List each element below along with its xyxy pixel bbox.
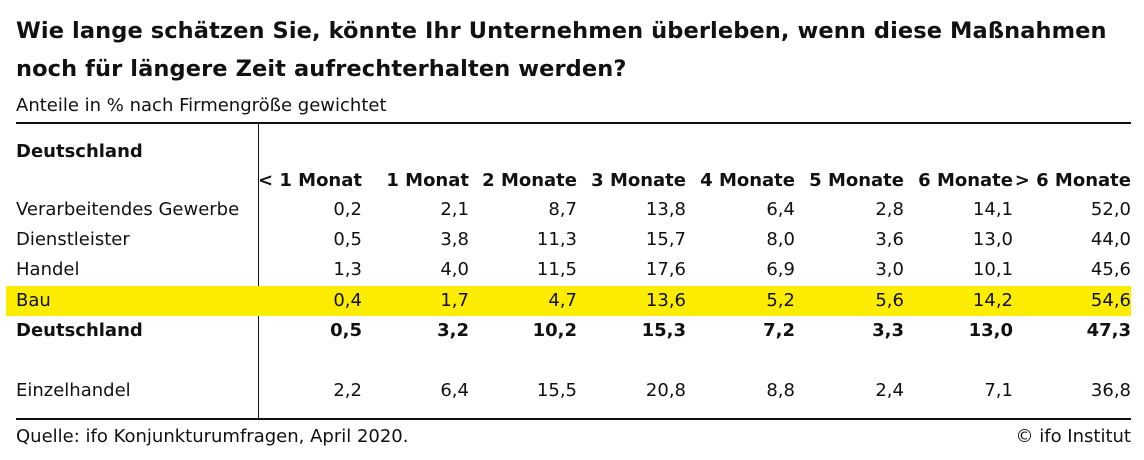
table-cell: 7,1: [984, 380, 1013, 401]
row-label: Deutschland: [16, 320, 143, 341]
table-cell: 14,1: [972, 199, 1013, 220]
table-cell: 13,6: [645, 290, 686, 311]
table-cell: 7,2: [763, 320, 795, 341]
row-label: Bau: [16, 290, 51, 311]
column-header: 2 Monate: [482, 170, 577, 191]
table-cell: 10,1: [972, 259, 1013, 280]
table-cell: 15,7: [645, 229, 686, 250]
table-cell: 20,8: [645, 380, 686, 401]
table-row: Handel 1,3 4,0 11,5 17,6 6,9 3,0 10,1 45,6: [0, 255, 1144, 285]
table-cell: 3,2: [437, 320, 469, 341]
table-cell: 3,0: [875, 259, 904, 280]
bottom-rule: [16, 418, 1131, 420]
table-cell: 3,8: [440, 229, 469, 250]
table-cell: 4,7: [548, 290, 577, 311]
table-cell: 15,5: [536, 380, 577, 401]
table-cell: 1,7: [440, 290, 469, 311]
table-cell: 11,3: [536, 229, 577, 250]
column-header: > 6 Monate: [1014, 170, 1131, 191]
column-header: 3 Monate: [591, 170, 686, 191]
section-label: Deutschland: [16, 141, 143, 162]
column-header: 4 Monate: [700, 170, 795, 191]
table-row: Einzelhandel 2,2 6,4 15,5 20,8 8,8 2,4 7,1 36,8: [0, 376, 1144, 406]
table-cell: 0,5: [330, 320, 362, 341]
table-cell: 11,5: [536, 259, 577, 280]
table-cell: 36,8: [1090, 380, 1131, 401]
table-cell: 3,3: [872, 320, 904, 341]
table-row: Verarbeitendes Gewerbe 0,2 2,1 8,7 13,8 6,4 2,…: [0, 195, 1144, 225]
table-title: Wie lange schätzen Sie, könnte Ihr Unter…: [16, 18, 1107, 82]
column-header: 5 Monate: [809, 170, 904, 191]
table-cell: 44,0: [1090, 229, 1131, 250]
table-cell: 45,6: [1090, 259, 1131, 280]
column-header: 1 Monat: [386, 170, 469, 191]
row-label: Dienstleister: [16, 229, 130, 250]
table-cell: 2,8: [875, 199, 904, 220]
table-cell: 6,9: [766, 259, 795, 280]
table-cell: 47,3: [1086, 320, 1131, 341]
table-cell: 6,4: [766, 199, 795, 220]
table-cell: 5,6: [875, 290, 904, 311]
table-cell: 3,6: [875, 229, 904, 250]
table-subtitle: Anteile in % nach Firmengröße gewichtet: [16, 95, 387, 116]
table-cell: 8,7: [548, 199, 577, 220]
table-cell: 2,4: [875, 380, 904, 401]
table-cell: 15,3: [641, 320, 686, 341]
table-cell: 10,2: [532, 320, 577, 341]
copyright-note: © ifo Institut: [1015, 426, 1131, 447]
table-cell: 0,2: [333, 199, 362, 220]
table-cell: 8,8: [766, 380, 795, 401]
table-cell: 1,3: [333, 259, 362, 280]
table-cell: 0,4: [333, 290, 362, 311]
column-header: < 1 Monat: [258, 170, 362, 191]
table-row: Bau 0,4 1,7 4,7 13,6 5,2 5,6 14,2 54,6: [6, 286, 1131, 316]
table-cell: 17,6: [645, 259, 686, 280]
table-cell: 13,0: [968, 320, 1013, 341]
table-row: Dienstleister 0,5 3,8 11,3 15,7 8,0 3,6 13,0 44,…: [0, 225, 1144, 255]
source-note: Quelle: ifo Konjunkturumfragen, April 20…: [16, 426, 409, 447]
table-cell: 54,6: [1090, 290, 1131, 311]
table-cell: 14,2: [972, 290, 1013, 311]
row-label: Handel: [16, 259, 80, 280]
table-cell: 4,0: [440, 259, 469, 280]
table-cell: 52,0: [1090, 199, 1131, 220]
table-cell: 2,1: [440, 199, 469, 220]
row-label: Einzelhandel: [16, 380, 131, 401]
label-column-divider: [258, 123, 259, 419]
column-header: 6 Monate: [918, 170, 1013, 191]
table-cell: 6,4: [440, 380, 469, 401]
top-rule: [16, 122, 1131, 124]
table-cell: 0,5: [333, 229, 362, 250]
table-cell: 13,0: [972, 229, 1013, 250]
table-row: Deutschland 0,5 3,2 10,2 15,3 7,2 3,3 13,0 47,3: [0, 316, 1144, 346]
table-cell: 2,2: [333, 380, 362, 401]
row-label: Verarbeitendes Gewerbe: [16, 199, 240, 220]
table-cell: 5,2: [766, 290, 795, 311]
table-cell: 8,0: [766, 229, 795, 250]
table-cell: 13,8: [645, 199, 686, 220]
